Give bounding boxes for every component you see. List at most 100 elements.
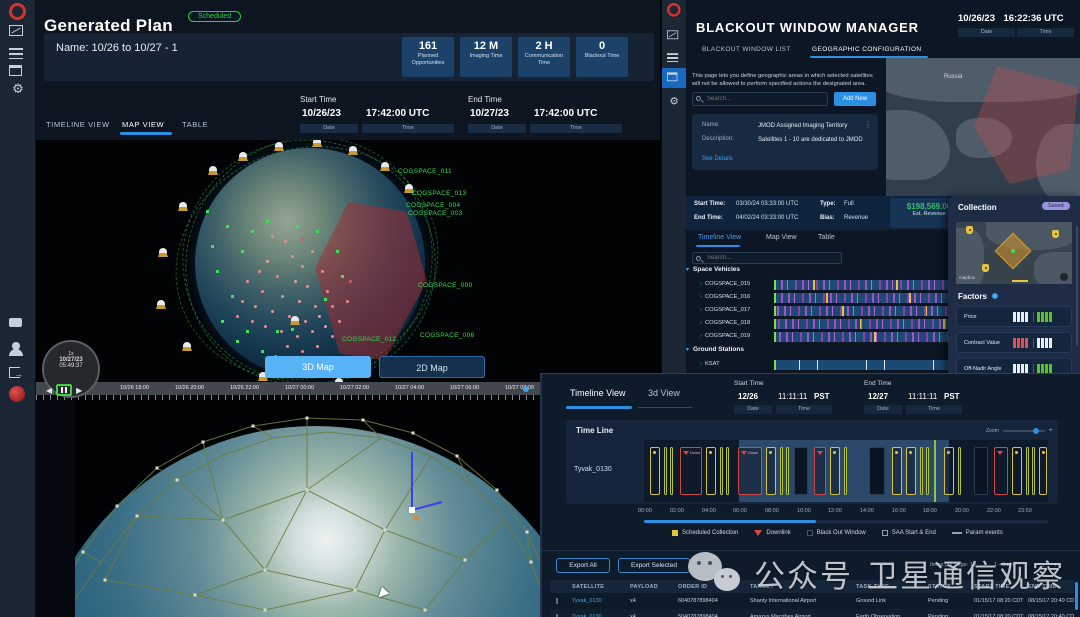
imagery-icon[interactable] bbox=[667, 28, 681, 42]
settings-gear-icon[interactable]: ⚙ bbox=[12, 81, 24, 96]
station-timeline-track[interactable] bbox=[774, 360, 972, 370]
ground-station-icon[interactable] bbox=[178, 202, 188, 211]
more-options-icon[interactable]: ⋮ bbox=[864, 120, 872, 129]
app-logo-icon[interactable] bbox=[9, 3, 27, 21]
param-event-block[interactable] bbox=[958, 447, 961, 495]
row-checkbox[interactable] bbox=[556, 598, 558, 604]
downlink-block[interactable]: Down bbox=[680, 447, 702, 495]
tab-map-view[interactable]: MAP VIEW bbox=[122, 120, 165, 129]
map-control-icon[interactable] bbox=[1060, 273, 1068, 281]
playhead-marker[interactable] bbox=[523, 386, 529, 392]
param-event-block[interactable] bbox=[780, 447, 783, 495]
scheduled-collection-block[interactable] bbox=[706, 447, 716, 495]
marker-icon[interactable] bbox=[982, 264, 989, 272]
col-order-id[interactable]: ORDER ID bbox=[678, 583, 708, 590]
blackout-block[interactable] bbox=[974, 447, 988, 495]
col-payload[interactable]: PAYLOAD bbox=[630, 583, 659, 590]
search-input[interactable] bbox=[705, 93, 813, 105]
map-mode-2d-button[interactable]: 2D Map bbox=[379, 356, 485, 378]
page-prev-icon[interactable]: ‹ bbox=[1042, 560, 1045, 569]
tab-3d-view[interactable]: 3d View bbox=[648, 388, 680, 398]
ground-station-icon[interactable] bbox=[182, 342, 192, 351]
map-mode-3d-button[interactable]: 3D Map bbox=[265, 356, 371, 378]
vehicle-row[interactable]: COGSPACE_017 bbox=[686, 305, 974, 317]
station-row[interactable]: KSAT bbox=[686, 359, 974, 371]
items-per-page[interactable]: Items per page: 10 bbox=[930, 562, 976, 568]
downlink-block[interactable]: Down bbox=[738, 447, 762, 495]
tab-blackout-window-list[interactable]: BLACKOUT WINDOW LIST bbox=[702, 46, 791, 53]
constellation-globe-panel[interactable] bbox=[75, 400, 540, 617]
scheduled-collection-block[interactable] bbox=[766, 447, 776, 495]
app-logo-icon[interactable] bbox=[667, 3, 681, 17]
vehicle-row[interactable]: COGSPACE_018 bbox=[686, 318, 974, 330]
group-space-vehicles[interactable]: Space Vehicles bbox=[686, 266, 740, 273]
vehicle-timeline-track[interactable] bbox=[774, 319, 972, 329]
announcement-icon[interactable] bbox=[9, 314, 27, 332]
downlink-block[interactable] bbox=[814, 447, 826, 495]
param-event-block[interactable] bbox=[786, 447, 789, 495]
search-input[interactable] bbox=[705, 253, 824, 263]
col-target[interactable]: TARGET bbox=[750, 583, 775, 590]
vehicle-row[interactable]: COGSPACE_016 bbox=[686, 292, 974, 304]
ground-station-icon[interactable] bbox=[258, 372, 268, 381]
vehicle-search[interactable] bbox=[692, 252, 842, 264]
downlink-block[interactable] bbox=[994, 447, 1008, 495]
param-event-block[interactable] bbox=[926, 447, 929, 495]
blackout-block[interactable] bbox=[794, 447, 808, 495]
settings-gear-icon[interactable]: ⚙ bbox=[669, 94, 679, 107]
param-event-block[interactable] bbox=[1032, 447, 1035, 495]
col-status[interactable]: STATUS bbox=[928, 583, 951, 590]
group-ground-stations[interactable]: Ground Stations bbox=[686, 346, 744, 353]
globe-logo-icon[interactable] bbox=[9, 386, 27, 404]
zoom-slider[interactable] bbox=[1002, 427, 1045, 434]
see-details-link[interactable]: See Details bbox=[702, 156, 733, 162]
col-satellite[interactable]: SATELLITE bbox=[572, 583, 605, 590]
cell-satellite[interactable]: Tyvak_0130 bbox=[572, 614, 602, 617]
region-search[interactable] bbox=[692, 92, 828, 106]
table-scrollbar[interactable] bbox=[1075, 582, 1078, 610]
tab-timeline-view[interactable]: Timeline View bbox=[570, 388, 626, 398]
collection-map[interactable]: mapbox bbox=[956, 222, 1072, 284]
geographic-map[interactable]: Russia bbox=[886, 58, 1080, 196]
start-date-value[interactable]: 10/26/23 bbox=[302, 108, 341, 119]
ground-station-icon[interactable] bbox=[404, 184, 414, 193]
param-event-block[interactable] bbox=[720, 447, 723, 495]
ground-station-icon[interactable] bbox=[156, 300, 166, 309]
table-row[interactable]: Tyvak_0130 x4 5040787898404 Amazys Macri… bbox=[550, 609, 1074, 617]
col-task-type[interactable]: TASK TYPE bbox=[856, 583, 890, 590]
end-date-value[interactable]: 12/27 bbox=[868, 392, 889, 401]
end-time-value[interactable]: 11:11:11 bbox=[908, 392, 938, 401]
calendar-icon[interactable] bbox=[667, 70, 681, 84]
ground-station-icon[interactable] bbox=[158, 248, 168, 257]
col-start-time[interactable]: START TIME bbox=[974, 583, 1010, 590]
map-3d-viewport[interactable]: COGSPACE_011 COGSPACE_013 COGSPACE_004 C… bbox=[36, 140, 660, 400]
param-event-block[interactable] bbox=[670, 447, 673, 495]
export-selected-button[interactable]: Export Selected bbox=[618, 558, 690, 573]
ground-station-icon[interactable] bbox=[348, 146, 358, 155]
vehicle-row[interactable]: COGSPACE_019 bbox=[686, 331, 974, 343]
start-time-value[interactable]: 17:42:00 UTC bbox=[366, 108, 430, 119]
vehicle-row[interactable]: COGSPACE_015 bbox=[686, 279, 974, 291]
add-new-button[interactable]: Add New bbox=[834, 92, 876, 106]
blackout-block[interactable] bbox=[869, 447, 885, 495]
col-end-time[interactable]: END TIME bbox=[1028, 583, 1057, 590]
param-event-block[interactable] bbox=[726, 447, 729, 495]
calendar-icon[interactable] bbox=[9, 62, 27, 80]
end-date-value[interactable]: 10/27/23 bbox=[470, 108, 509, 119]
tab-table[interactable]: TABLE bbox=[182, 120, 209, 129]
vehicle-timeline-track[interactable] bbox=[774, 280, 972, 290]
ground-station-icon[interactable] bbox=[334, 378, 344, 387]
tab-timeline-view[interactable]: Timeline View bbox=[698, 234, 742, 241]
scheduled-collection-block[interactable] bbox=[892, 447, 902, 495]
ground-station-icon[interactable] bbox=[238, 152, 248, 161]
export-all-button[interactable]: Export All bbox=[556, 558, 610, 573]
map-time-axis[interactable]: 10/26 18:00 10/26 20:00 10/26 22:00 10/2… bbox=[36, 382, 660, 395]
vehicle-timeline-track[interactable] bbox=[774, 293, 972, 303]
scheduled-collection-block[interactable] bbox=[906, 447, 916, 495]
satellite-timeline-track[interactable]: Down Down bbox=[644, 440, 1048, 502]
logout-icon[interactable] bbox=[9, 364, 27, 383]
ground-station-icon[interactable] bbox=[208, 166, 218, 175]
tab-map-view[interactable]: Map View bbox=[766, 234, 797, 241]
param-event-block[interactable] bbox=[664, 447, 667, 495]
info-icon[interactable]: i bbox=[992, 293, 998, 299]
